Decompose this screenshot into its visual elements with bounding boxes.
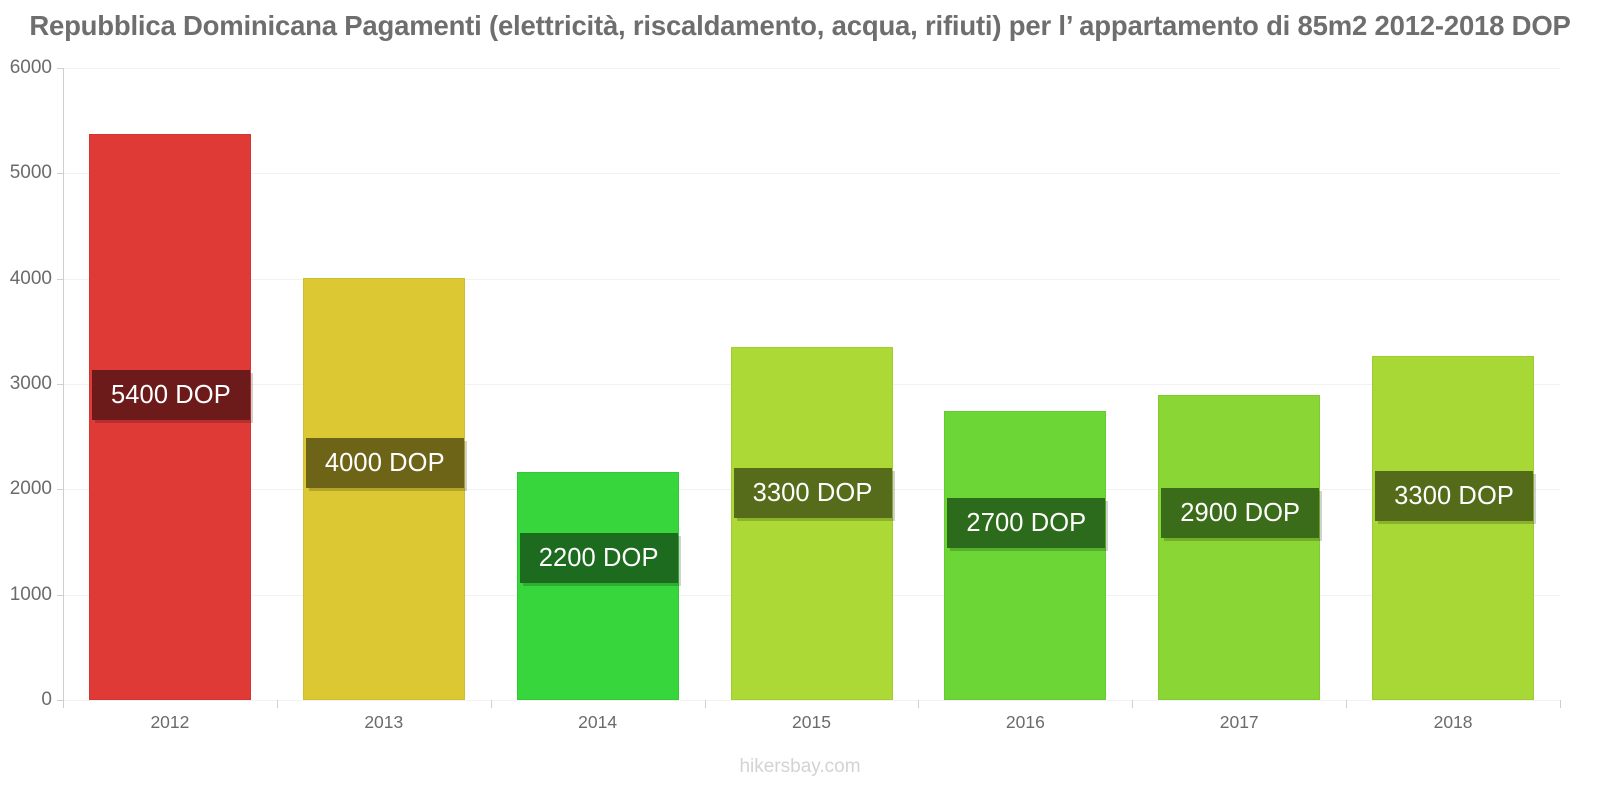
bar[interactable] xyxy=(1372,355,1535,700)
y-axis-tick xyxy=(57,700,64,701)
bar[interactable] xyxy=(302,277,465,700)
x-axis-tick xyxy=(276,700,278,708)
bar[interactable] xyxy=(1158,394,1321,700)
bar[interactable] xyxy=(730,346,893,700)
gridline xyxy=(63,700,1560,701)
bar-value-label: 2900 DOP xyxy=(1161,488,1320,538)
y-axis-tick xyxy=(57,594,64,596)
bar-value-label: 3300 DOP xyxy=(1375,471,1534,521)
bar-value-label: 5400 DOP xyxy=(91,370,250,420)
y-axis-tick xyxy=(57,278,64,280)
x-axis-tick xyxy=(1560,700,1561,708)
gridline xyxy=(63,68,1560,69)
x-axis-tick-label: 2016 xyxy=(1005,712,1045,732)
source-watermark: hikersbay.com xyxy=(739,756,861,777)
y-axis-tick xyxy=(57,489,64,491)
x-axis-tick xyxy=(1346,700,1348,708)
y-axis-tick xyxy=(57,384,64,385)
x-axis-tick xyxy=(490,700,492,708)
x-axis-tick-label: 2013 xyxy=(364,712,404,732)
gridline xyxy=(63,278,1560,280)
x-axis-tick-label: 2017 xyxy=(1219,712,1259,732)
bar-value-label: 4000 DOP xyxy=(305,438,464,488)
x-axis-tick-label: 2018 xyxy=(1433,712,1473,732)
gridline xyxy=(63,173,1560,175)
y-axis-tick-label: 6000 xyxy=(9,57,52,78)
bar[interactable] xyxy=(516,472,679,700)
x-axis-tick xyxy=(918,700,920,708)
x-axis-tick xyxy=(63,700,64,708)
y-axis-tick xyxy=(57,68,64,69)
y-axis-tick-label: 4000 xyxy=(9,267,52,289)
y-axis-tick-label: 5000 xyxy=(9,162,52,184)
bar-value-label: 2200 DOP xyxy=(519,533,678,583)
bar-value-label: 3300 DOP xyxy=(733,468,892,518)
x-axis-tick-label: 2012 xyxy=(150,712,190,732)
x-axis-tick-label: 2015 xyxy=(792,712,831,732)
bar-value-label: 2700 DOP xyxy=(947,498,1106,548)
y-axis-tick-label: 1000 xyxy=(9,583,52,605)
plot-area: 5400 DOP 4000 DOP 2200 DOP 3300 DOP 2700 DOP… xyxy=(63,68,1560,700)
y-axis-tick-label: 3000 xyxy=(9,373,52,394)
x-axis-tick xyxy=(704,700,706,708)
y-axis-tick-label: 0 xyxy=(41,689,52,710)
x-axis-tick xyxy=(1132,700,1134,708)
y-axis-tick xyxy=(57,173,64,175)
x-axis-tick-label: 2014 xyxy=(578,712,618,732)
chart-title: Repubblica Dominicana Pagamenti (elettri… xyxy=(29,10,1571,41)
bar[interactable] xyxy=(944,411,1107,700)
y-axis-tick-label: 2000 xyxy=(9,478,52,500)
